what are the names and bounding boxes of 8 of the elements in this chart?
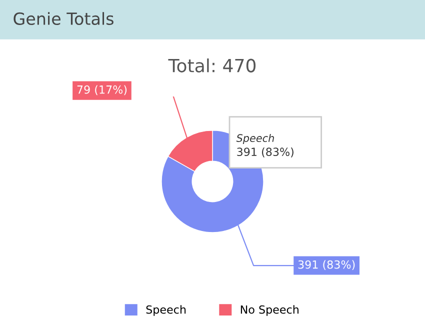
legend-label: No Speech	[240, 305, 298, 316]
chart-title: Genie Totals	[14, 12, 114, 25]
text: 391 (83%)	[237, 147, 294, 158]
data-label: 391 (83%)	[298, 260, 355, 270]
chart-subtitle: Total: 470	[168, 58, 256, 72]
text: Speech	[236, 134, 274, 144]
data-label: 79 (17%)	[77, 85, 127, 96]
legend-label: Speech	[146, 305, 186, 316]
